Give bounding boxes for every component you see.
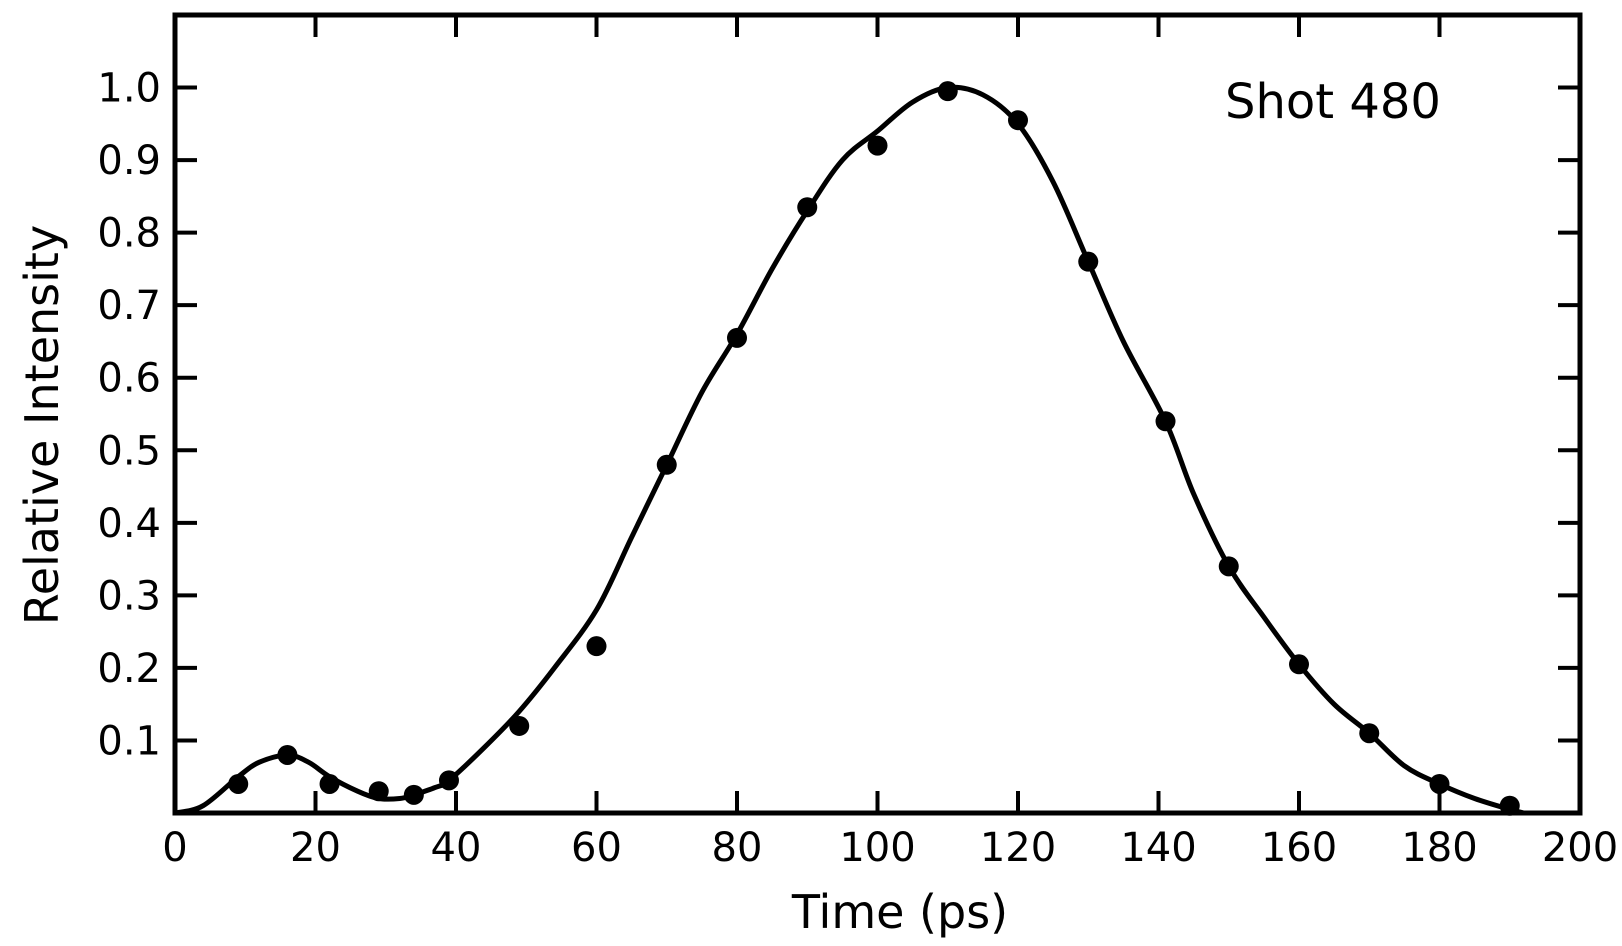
data-point	[228, 773, 249, 794]
y-tick-label: 0.3	[97, 573, 161, 619]
data-point	[656, 454, 677, 475]
y-tick-label: 0.2	[97, 646, 161, 692]
x-tick-label: 180	[1401, 825, 1477, 871]
x-tick-label: 120	[980, 825, 1056, 871]
data-point	[1155, 411, 1176, 432]
data-point	[1499, 795, 1520, 816]
data-point	[403, 784, 424, 805]
x-tick-label: 140	[1120, 825, 1196, 871]
data-point	[368, 781, 389, 802]
data-points	[228, 81, 1520, 816]
y-tick-label: 0.5	[97, 428, 161, 474]
x-tick-label: 0	[162, 825, 187, 871]
y-tick-label: 0.4	[97, 501, 161, 547]
data-point	[797, 197, 818, 218]
plot-frame	[172, 12, 1583, 816]
data-point	[1008, 110, 1028, 131]
data-point	[727, 327, 747, 348]
y-tick-label: 0.6	[97, 356, 161, 402]
data-point	[1289, 654, 1309, 675]
x-tick-label: 60	[571, 825, 622, 871]
data-point	[509, 715, 530, 736]
data-point	[586, 636, 607, 657]
tick-labels: 0 20 40 60 80 100 120 140 160 180 200 0.1 0.2 0.3 0.4 0…	[97, 66, 1618, 871]
x-tick-label: 80	[712, 825, 763, 871]
axis-ticks	[175, 15, 1580, 813]
y-tick-label: 0.7	[97, 283, 161, 329]
data-point	[937, 81, 958, 102]
data-point	[1218, 556, 1239, 577]
y-tick-label: 0.8	[97, 211, 161, 257]
data-point	[438, 770, 459, 791]
x-axis-title: Time (ps)	[791, 885, 1008, 939]
x-tick-label: 100	[839, 825, 915, 871]
x-tick-label: 160	[1261, 825, 1337, 871]
data-point	[1359, 723, 1380, 744]
y-tick-label: 0.1	[97, 718, 161, 764]
fit-curve	[174, 84, 1525, 816]
data-point	[319, 773, 340, 794]
x-tick-label: 20	[290, 825, 341, 871]
data-point	[277, 744, 298, 765]
y-tick-label: 0.9	[97, 138, 161, 184]
y-tick-label: 1.0	[97, 66, 161, 112]
y-axis-title: Relative Intensity	[15, 225, 69, 625]
data-point	[1429, 773, 1450, 794]
shot-annotation: Shot 480	[1225, 74, 1441, 130]
x-tick-label: 200	[1542, 825, 1618, 871]
data-point	[1078, 251, 1099, 272]
data-point	[867, 135, 888, 156]
x-tick-label: 40	[431, 825, 482, 871]
